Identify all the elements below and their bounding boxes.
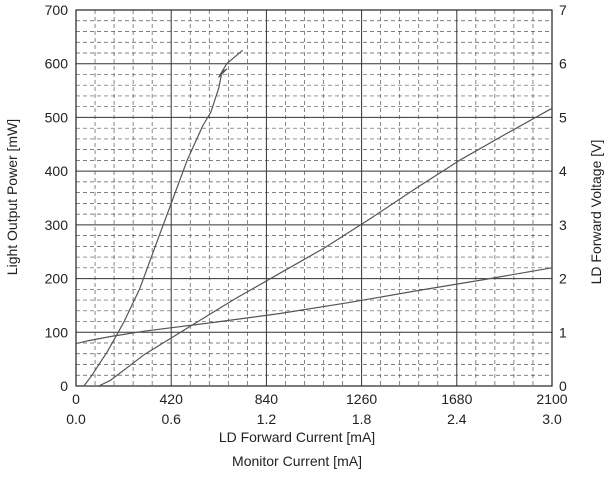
- y2-tick-label: 1: [559, 324, 567, 340]
- series-layer: [76, 49, 552, 386]
- y-tick-label: 500: [45, 109, 69, 125]
- plot-frame: [75, 9, 553, 387]
- x-tick-label: 1680: [441, 391, 472, 407]
- y-tick-label: 700: [45, 2, 69, 18]
- bottom-axis-secondary-ticks: 0.0 0.6 1.2 1.8 2.4 3.0: [66, 411, 562, 427]
- y-tick-label: 0: [60, 378, 68, 394]
- right-axis-ticks: 0 1 2 3 4 5 6 7: [559, 2, 567, 394]
- x-tick-label: 1260: [346, 391, 377, 407]
- major-gridlines: [76, 10, 552, 386]
- y2-tick-label: 5: [559, 109, 567, 125]
- x2-tick-label: 1.8: [352, 411, 372, 427]
- left-axis-ticks: 0 100 200 300 400 500 600 700: [45, 2, 69, 394]
- y-tick-label: 400: [45, 163, 69, 179]
- x2-tick-label: 2.4: [447, 411, 467, 427]
- y-tick-label: 200: [45, 271, 69, 287]
- x-tick-label: 0: [72, 391, 80, 407]
- minor-gridlines: [76, 10, 552, 386]
- x2-tick-label: 0.6: [161, 411, 181, 427]
- x-tick-label: 2100: [536, 391, 567, 407]
- y2-tick-label: 7: [559, 2, 567, 18]
- y-axis-title: Light Output Power [mW]: [4, 119, 20, 275]
- y2-tick-label: 0: [559, 378, 567, 394]
- x-tick-label: 420: [160, 391, 184, 407]
- y2-tick-label: 2: [559, 271, 567, 287]
- y2-axis-title: LD Forward Voltage [V]: [588, 140, 604, 285]
- x2-tick-label: 3.0: [542, 411, 562, 427]
- series-line-3: [76, 49, 243, 386]
- bottom-axis-ticks: 0 420 840 1260 1680 2100: [72, 391, 568, 407]
- series-line-2: [76, 267, 552, 345]
- series-line-1: [76, 107, 552, 386]
- x2-tick-label: 1.2: [257, 411, 277, 427]
- x2-tick-label: 0.0: [66, 411, 86, 427]
- y-tick-label: 100: [45, 324, 69, 340]
- y2-tick-label: 4: [559, 163, 567, 179]
- x-axis-title: LD Forward Current [mA]: [219, 429, 375, 445]
- x-tick-label: 840: [255, 391, 279, 407]
- y-tick-label: 600: [45, 56, 69, 72]
- y2-tick-label: 6: [559, 56, 567, 72]
- y-tick-label: 300: [45, 217, 69, 233]
- x2-axis-title: Monitor Current [mA]: [232, 453, 362, 469]
- y2-tick-label: 3: [559, 217, 567, 233]
